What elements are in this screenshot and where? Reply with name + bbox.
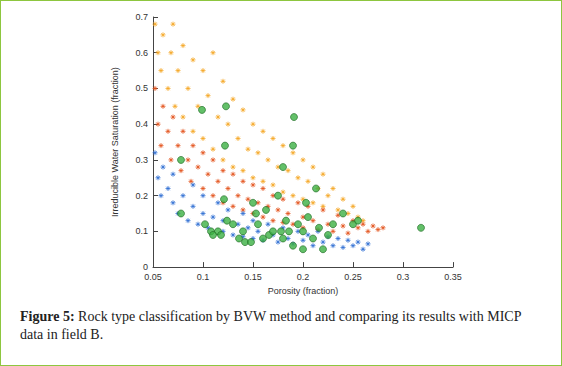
svg-text:Porosity (fraction): Porosity (fraction) bbox=[268, 286, 339, 296]
svg-text:0: 0 bbox=[143, 262, 148, 272]
svg-text:0.35: 0.35 bbox=[444, 272, 462, 282]
svg-text:0.6: 0.6 bbox=[135, 48, 148, 58]
svg-text:Irreducible Water Saturation (: Irreducible Water Saturation (fraction) bbox=[110, 67, 120, 217]
svg-text:0.2: 0.2 bbox=[135, 191, 148, 201]
svg-text:0.1: 0.1 bbox=[197, 272, 210, 282]
svg-text:0.05: 0.05 bbox=[144, 272, 162, 282]
svg-text:0.15: 0.15 bbox=[244, 272, 262, 282]
svg-text:0.5: 0.5 bbox=[135, 83, 148, 93]
svg-text:0.25: 0.25 bbox=[344, 272, 362, 282]
svg-text:0.3: 0.3 bbox=[397, 272, 410, 282]
svg-text:0.7: 0.7 bbox=[135, 12, 148, 22]
svg-text:0.3: 0.3 bbox=[135, 155, 148, 165]
svg-text:0.1: 0.1 bbox=[135, 226, 148, 236]
svg-text:0.4: 0.4 bbox=[135, 119, 148, 129]
html-text:Figure 5: Rock type classifica: Figure 5: Rock type classification by BV… bbox=[20, 309, 521, 342]
svg-text:0.2: 0.2 bbox=[297, 272, 310, 282]
